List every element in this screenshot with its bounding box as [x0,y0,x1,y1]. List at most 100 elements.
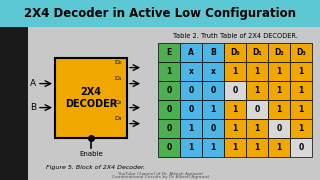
Text: E: E [166,48,172,57]
Text: 0: 0 [276,124,282,133]
Text: D₁: D₁ [252,48,262,57]
Bar [158,119,180,138]
Bar [202,138,224,157]
Text: B: B [30,103,36,112]
Text: 0: 0 [166,86,172,95]
Bar [202,81,224,100]
Bar [0,27,320,180]
Text: 0: 0 [210,86,216,95]
Text: D₀: D₀ [115,60,122,65]
Text: D₃: D₃ [296,48,306,57]
Bar [180,62,202,81]
Bar [246,81,268,100]
Text: 0: 0 [166,124,172,133]
Bar [180,138,202,157]
Text: 1: 1 [210,143,216,152]
Bar [55,58,127,138]
Text: 1: 1 [232,124,238,133]
Text: 1: 1 [254,124,260,133]
Text: 0: 0 [188,105,194,114]
Bar [180,100,202,119]
Text: 1: 1 [298,67,304,76]
Text: D₂: D₂ [274,48,284,57]
Text: 1: 1 [254,143,260,152]
Text: A: A [30,79,36,88]
Text: Combinational Circuits by Dr Alkesh Agrawal: Combinational Circuits by Dr Alkesh Agra… [111,175,209,179]
Text: 1: 1 [276,86,282,95]
Text: D₃: D₃ [115,116,122,121]
Bar [202,43,224,62]
Bar [290,81,312,100]
Text: 1: 1 [254,86,260,95]
Bar [180,43,202,62]
Text: B: B [210,48,216,57]
Bar [202,62,224,81]
Bar [158,138,180,157]
Text: 0: 0 [166,143,172,152]
Bar [224,138,246,157]
Bar [0,0,320,27]
Bar [268,119,290,138]
Text: 2X4
DECODER: 2X4 DECODER [65,87,117,109]
Text: 1: 1 [188,143,194,152]
Text: 1: 1 [232,105,238,114]
Text: Enable: Enable [79,151,103,157]
Text: D₁: D₁ [115,76,122,81]
Text: A: A [188,48,194,57]
Text: 1: 1 [188,124,194,133]
Bar [224,119,246,138]
Text: 0: 0 [210,124,216,133]
Bar [268,43,290,62]
Bar [224,43,246,62]
Text: 0: 0 [254,105,260,114]
Bar [268,100,290,119]
Bar [224,81,246,100]
Text: 1: 1 [298,86,304,95]
Bar [180,81,202,100]
Bar [290,119,312,138]
Text: x: x [211,67,215,76]
Bar [180,119,202,138]
Text: 1: 1 [254,67,260,76]
Text: Table 2. Truth Table of 2X4 DECODER.: Table 2. Truth Table of 2X4 DECODER. [172,33,297,39]
Text: 1: 1 [166,67,172,76]
Bar [158,100,180,119]
Text: 0: 0 [166,105,172,114]
Bar [246,62,268,81]
Text: 1: 1 [210,105,216,114]
Text: 1: 1 [232,67,238,76]
Text: 1: 1 [232,143,238,152]
Bar [290,100,312,119]
Text: 0: 0 [232,86,238,95]
Bar [246,119,268,138]
Text: 1: 1 [276,67,282,76]
Bar [268,138,290,157]
Bar [202,119,224,138]
Text: 0: 0 [298,143,304,152]
Bar [158,43,180,62]
Bar [158,81,180,100]
Bar [268,81,290,100]
Text: 1: 1 [298,124,304,133]
Text: 1: 1 [298,105,304,114]
Bar [246,43,268,62]
Text: Figure 5. Block of 2X4 Decoder.: Figure 5. Block of 2X4 Decoder. [46,165,146,170]
Text: YouTube Channel of Dr. Alkesh Agrawal: YouTube Channel of Dr. Alkesh Agrawal [118,172,202,176]
Bar [290,138,312,157]
Bar [268,62,290,81]
Bar [290,43,312,62]
Bar [0,27,28,180]
Text: 2X4 Decoder in Active Low Configuration: 2X4 Decoder in Active Low Configuration [24,7,296,20]
Text: 1: 1 [276,143,282,152]
Text: D₂: D₂ [115,100,122,105]
Bar [246,138,268,157]
Bar [202,100,224,119]
Bar [224,62,246,81]
Bar [158,62,180,81]
Text: 1: 1 [276,105,282,114]
Bar [290,62,312,81]
Text: D₀: D₀ [230,48,240,57]
Bar [224,100,246,119]
Bar [246,100,268,119]
Text: x: x [188,67,193,76]
